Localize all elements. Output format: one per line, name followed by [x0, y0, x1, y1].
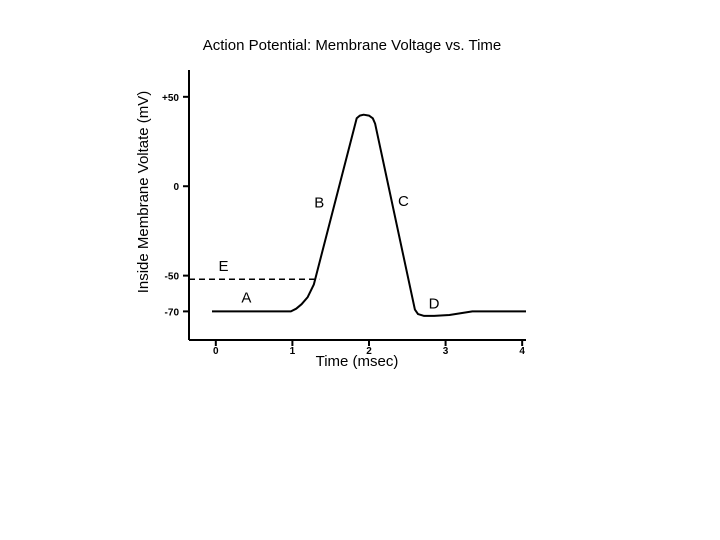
x-tick-label: 4 [519, 346, 525, 357]
x-ticks: 0 1 2 3 4 [213, 340, 525, 357]
y-tick-label: -50 [165, 272, 180, 283]
x-tick-label: 3 [443, 346, 449, 357]
x-tick-label: 0 [213, 346, 219, 357]
annotation-d: D [429, 296, 440, 313]
annotation-a: A [241, 289, 251, 306]
voltage-curve [212, 113, 526, 317]
x-axis-label: Time (msec) [316, 353, 399, 370]
y-axis-label: Inside Membrane Voltate (mV) [135, 91, 152, 294]
x-tick-label: 2 [366, 346, 372, 357]
axes [188, 70, 526, 341]
y-tick-label: 0 [173, 182, 179, 193]
annotation-b: B [314, 195, 324, 212]
x-tick-label: 1 [290, 346, 296, 357]
y-tick-label: -70 [165, 307, 180, 318]
annotation-e: E [218, 258, 228, 275]
chart-title: Action Potential: Membrane Voltage vs. T… [203, 37, 501, 54]
annotations: A B C D E [218, 193, 439, 313]
y-ticks: +50 0 -50 -70 [162, 93, 189, 318]
annotation-c: C [398, 193, 409, 210]
y-tick-label: +50 [162, 93, 179, 104]
